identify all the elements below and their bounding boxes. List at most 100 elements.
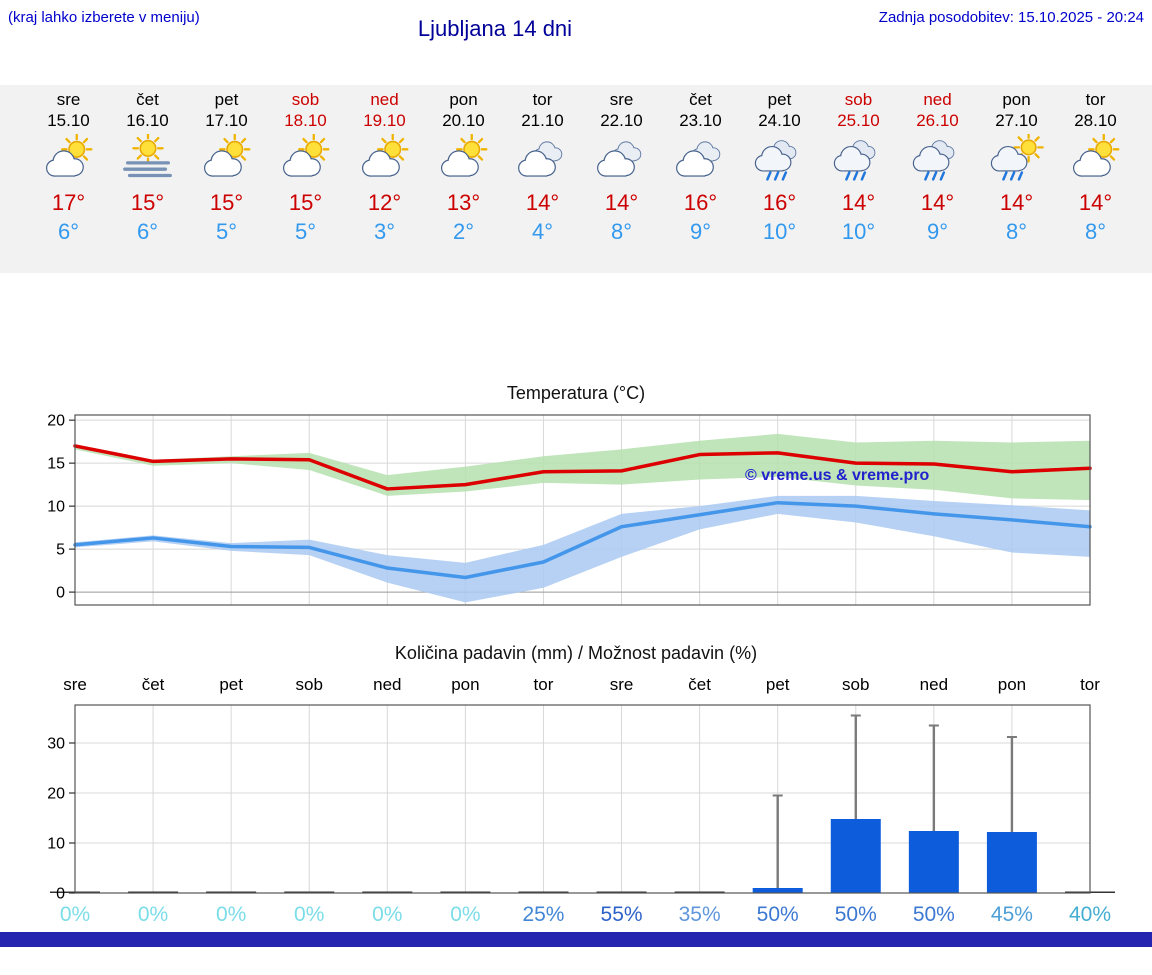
footer-bar xyxy=(0,932,1152,947)
svg-text:pon: pon xyxy=(998,675,1026,694)
last-update-text: Zadnja posodobitev: 15.10.2025 - 20:24 xyxy=(878,9,1144,26)
svg-text:0: 0 xyxy=(56,886,65,901)
precip-probability: 50% xyxy=(756,903,799,926)
svg-text:© vreme.us & vreme.pro: © vreme.us & vreme.pro xyxy=(745,467,930,484)
svg-text:sre: sre xyxy=(610,675,634,694)
svg-text:5: 5 xyxy=(56,542,65,559)
svg-text:sob: sob xyxy=(842,675,869,694)
forecast-day-column: sob 25.10 14° 10° xyxy=(819,85,898,273)
day-high-temp: 16° xyxy=(762,190,797,215)
forecast-day-column: čet 23.10 16° 9° xyxy=(661,85,740,273)
precip-probability: 0% xyxy=(137,903,169,926)
day-name: pet xyxy=(214,90,239,109)
svg-text:pon: pon xyxy=(451,675,479,694)
forecast-day-column: sre 22.10 14° 8° xyxy=(582,85,661,273)
weather-cloudy-icon xyxy=(503,134,582,188)
day-low-temp: 2° xyxy=(452,219,475,244)
day-date: 27.10 xyxy=(995,111,1038,130)
day-date: 23.10 xyxy=(679,111,722,130)
precip-probability: 25% xyxy=(522,903,565,926)
weather-partly-cloudy-icon xyxy=(345,133,424,188)
svg-text:20: 20 xyxy=(47,786,65,803)
weather-rain-sun-icon xyxy=(977,132,1056,188)
menu-hint-text: (kraj lahko izberete v meniju) xyxy=(8,9,200,26)
temperature-chart-title: Temperatura (°C) xyxy=(506,383,646,403)
day-name: ned xyxy=(923,90,952,109)
day-name: sre xyxy=(609,90,634,109)
day-low-temp: 6° xyxy=(136,219,159,244)
forecast-day-column: pon 20.10 13° 2° xyxy=(424,85,503,273)
day-name: sob xyxy=(291,90,320,109)
day-name: sob xyxy=(844,90,873,109)
day-date: 18.10 xyxy=(284,111,327,130)
svg-text:ned: ned xyxy=(920,675,948,694)
weather-cloudy-icon xyxy=(661,134,740,188)
svg-text:30: 30 xyxy=(47,736,65,753)
precip-probability: 0% xyxy=(294,903,325,926)
forecast-day-column: tor 28.10 14° 8° xyxy=(1056,85,1135,273)
svg-text:pet: pet xyxy=(766,675,790,694)
day-high-temp: 14° xyxy=(841,190,876,215)
weather-rain-icon xyxy=(898,134,977,188)
forecast-strip: sre 15.10 17° 6° čet 16.10 15° 6° pet 17.10 15° 5° s… xyxy=(0,85,1152,273)
svg-text:sob: sob xyxy=(296,675,323,694)
day-low-temp: 9° xyxy=(926,219,949,244)
day-date: 15.10 xyxy=(47,111,90,130)
day-date: 24.10 xyxy=(758,111,801,130)
day-date: 21.10 xyxy=(521,111,564,130)
day-low-temp: 3° xyxy=(373,219,396,244)
forecast-day-column: pet 24.10 16° 10° xyxy=(740,85,819,273)
day-name: tor xyxy=(1085,90,1106,109)
precip-probability: 50% xyxy=(912,903,955,926)
forecast-day-column: sre 15.10 17° 6° xyxy=(29,85,108,273)
day-name: pon xyxy=(449,90,478,109)
precip-probability: 35% xyxy=(678,903,721,926)
day-high-temp: 14° xyxy=(999,190,1034,215)
day-high-temp: 13° xyxy=(446,190,481,215)
day-date: 28.10 xyxy=(1074,111,1117,130)
day-high-temp: 14° xyxy=(1078,190,1113,215)
day-low-temp: 5° xyxy=(215,219,238,244)
day-high-temp: 14° xyxy=(604,190,639,215)
weather-partly-cloudy-icon xyxy=(1056,133,1135,188)
precip-probability-row: 0% 0% 0% 0% 0% 0% 25% 55% 35% 50% 50% 50% 45% 40% xyxy=(0,903,1152,931)
forecast-day-column: sob 18.10 15° 5° xyxy=(266,85,345,273)
weather-rain-icon xyxy=(740,134,819,188)
weather-fog-icon xyxy=(108,132,187,188)
day-name: čet xyxy=(136,90,159,109)
day-high-temp: 14° xyxy=(920,190,955,215)
day-high-temp: 15° xyxy=(209,190,244,215)
day-low-temp: 10° xyxy=(762,219,797,244)
precipitation-chart-title: Količina padavin (mm) / Možnost padavin … xyxy=(394,643,758,663)
forecast-day-column: tor 21.10 14° 4° xyxy=(503,85,582,273)
day-date: 26.10 xyxy=(916,111,959,130)
day-low-temp: 8° xyxy=(1084,219,1107,244)
precip-probability: 0% xyxy=(59,903,91,926)
precip-probability: 40% xyxy=(1068,903,1112,926)
day-date: 17.10 xyxy=(205,111,248,130)
day-high-temp: 14° xyxy=(525,190,560,215)
day-name: pon xyxy=(1002,90,1031,109)
svg-text:tor: tor xyxy=(1080,675,1100,694)
precip-probability: 50% xyxy=(834,903,877,926)
weather-partly-cloudy-icon xyxy=(29,133,108,188)
day-date: 22.10 xyxy=(600,111,643,130)
svg-text:čet: čet xyxy=(142,675,165,694)
day-low-temp: 4° xyxy=(531,219,554,244)
precip-probability: 0% xyxy=(450,903,481,926)
svg-text:20: 20 xyxy=(47,413,65,430)
svg-text:10: 10 xyxy=(47,836,65,853)
day-date: 16.10 xyxy=(126,111,169,130)
weather-rain-icon xyxy=(819,134,898,188)
svg-text:tor: tor xyxy=(534,675,554,694)
day-low-temp: 10° xyxy=(841,219,876,244)
day-low-temp: 5° xyxy=(294,219,317,244)
precip-probability: 55% xyxy=(600,903,643,926)
svg-text:ned: ned xyxy=(373,675,401,694)
weather-partly-cloudy-icon xyxy=(266,133,345,188)
precip-probability: 45% xyxy=(990,903,1033,926)
day-low-temp: 9° xyxy=(689,219,712,244)
weather-cloudy-icon xyxy=(582,134,661,188)
forecast-day-column: pet 17.10 15° 5° xyxy=(187,85,266,273)
